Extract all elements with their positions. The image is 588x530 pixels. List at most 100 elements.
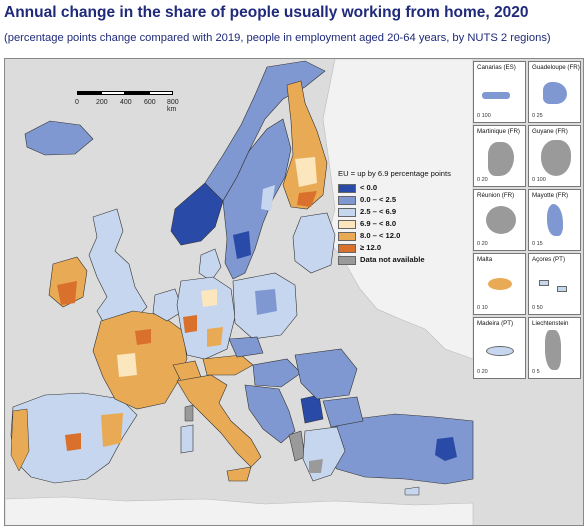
scale-segment bbox=[149, 91, 173, 95]
inset-malta: Malta 0 10 bbox=[473, 253, 526, 315]
legend-label: Data not available bbox=[360, 255, 425, 264]
scale-tick: 200 bbox=[96, 99, 108, 106]
inset-canarias: Canarias (ES) 0 100 bbox=[473, 61, 526, 123]
inset-madeira: Madeira (PT) 0 20 bbox=[473, 317, 526, 379]
inset-liechtenstein: Liechtenstein 0 5 bbox=[528, 317, 581, 379]
land-ireland-south bbox=[57, 281, 77, 305]
legend-label: ≥ 12.0 bbox=[360, 243, 382, 252]
legend-swatch bbox=[338, 243, 356, 253]
legend-item: 0.0 – < 2.5 bbox=[338, 195, 473, 205]
land-corsica bbox=[184, 404, 194, 422]
inset-scale: 0 100 bbox=[532, 177, 546, 183]
inset-region bbox=[557, 286, 567, 292]
scale-tick: 400 bbox=[120, 99, 132, 106]
scale-tick: 600 bbox=[144, 99, 156, 106]
inset-region bbox=[488, 142, 514, 176]
inset-region bbox=[488, 278, 512, 290]
europe-map: 0 200 400 600 800 km EU = up by 6.9 perc… bbox=[4, 58, 584, 526]
inset-scale: 0 100 bbox=[477, 113, 491, 119]
inset-scale: 0 20 bbox=[477, 241, 488, 247]
land-czechia bbox=[228, 336, 264, 358]
land-finland-south bbox=[297, 191, 317, 207]
land-germany-a bbox=[183, 315, 197, 333]
inset-mayotte: Mayotte (FR) 0 15 bbox=[528, 189, 581, 251]
inset-scale: 0 20 bbox=[477, 177, 488, 183]
land-finland-center bbox=[295, 157, 317, 187]
land-greece-na bbox=[309, 459, 323, 473]
inset-region bbox=[486, 346, 514, 356]
land-france bbox=[92, 310, 188, 410]
inset-label: Guyane (FR) bbox=[532, 128, 568, 135]
legend-label: < 0.0 bbox=[360, 183, 378, 192]
legend-item: 6.9 – < 8.0 bbox=[338, 219, 473, 229]
map-title: Annual change in the share of people usu… bbox=[4, 4, 529, 21]
inset-label: Canarias (ES) bbox=[477, 64, 516, 71]
land-turkey-dark bbox=[435, 437, 457, 461]
inset-label: Madeira (PT) bbox=[477, 320, 514, 327]
land-denmark bbox=[198, 248, 222, 282]
map-legend: EU = up by 6.9 percentage points < 0.0 0… bbox=[338, 169, 473, 267]
land-portugal bbox=[10, 408, 30, 472]
map-canvas bbox=[5, 59, 474, 525]
inset-label: Réunion (FR) bbox=[477, 192, 515, 199]
land-france-center bbox=[117, 353, 137, 377]
inset-reunion: Réunion (FR) 0 20 bbox=[473, 189, 526, 251]
inset-label: Martinique (FR) bbox=[477, 128, 520, 135]
map-subtitle: (percentage points change compared with … bbox=[4, 32, 551, 44]
land-poland-dark bbox=[255, 289, 277, 315]
inset-scale: 0 5 bbox=[532, 369, 540, 375]
inset-region bbox=[482, 92, 510, 99]
legend-swatch bbox=[338, 231, 356, 241]
land-bulgaria bbox=[322, 396, 364, 428]
scale-segment bbox=[125, 91, 149, 95]
inset-guadeloupe: Guadeloupe (FR) 0 25 bbox=[528, 61, 581, 123]
land-uk bbox=[88, 208, 148, 326]
inset-scale: 0 20 bbox=[477, 369, 488, 375]
inset-martinique: Martinique (FR) 0 20 bbox=[473, 125, 526, 187]
legend-item: < 0.0 bbox=[338, 183, 473, 193]
legend-label: 8.0 – < 12.0 bbox=[360, 231, 401, 240]
legend-swatch bbox=[338, 183, 356, 193]
scale-segment bbox=[77, 91, 101, 95]
inset-label: Liechtenstein bbox=[532, 320, 569, 327]
land-austria bbox=[202, 354, 254, 376]
inset-region bbox=[543, 82, 567, 104]
land-iceland bbox=[24, 120, 94, 156]
legend-swatch bbox=[338, 207, 356, 217]
scale-tick: 800 km bbox=[167, 99, 179, 113]
land-cyprus bbox=[404, 486, 420, 496]
land-baltics bbox=[292, 212, 336, 274]
land-italy bbox=[176, 374, 262, 468]
inset-region bbox=[541, 140, 571, 176]
land-norway-south bbox=[170, 182, 224, 246]
legend-swatch bbox=[338, 195, 356, 205]
inset-scale: 0 10 bbox=[477, 305, 488, 311]
land-serbia bbox=[300, 394, 324, 424]
legend-header: EU = up by 6.9 percentage points bbox=[338, 169, 451, 178]
land-hungary bbox=[252, 358, 302, 388]
land-sicily bbox=[226, 466, 252, 482]
inset-scale: 0 50 bbox=[532, 305, 543, 311]
land-germany-c bbox=[201, 289, 217, 307]
legend-swatch bbox=[338, 219, 356, 229]
land-balkans-west bbox=[244, 384, 296, 444]
inset-region bbox=[547, 204, 563, 236]
land-sardinia bbox=[180, 424, 194, 454]
land-france-paris bbox=[135, 329, 151, 345]
land-sweden-south bbox=[233, 231, 251, 259]
land-africa bbox=[5, 496, 474, 525]
inset-guyane: Guyane (FR) 0 100 bbox=[528, 125, 581, 187]
legend-label: 0.0 – < 2.5 bbox=[360, 195, 397, 204]
legend-item: Data not available bbox=[338, 255, 473, 265]
legend-item: 8.0 – < 12.0 bbox=[338, 231, 473, 241]
inset-scale: 0 25 bbox=[532, 113, 543, 119]
inset-label: Malta bbox=[477, 256, 493, 263]
legend-item: 2.5 – < 6.9 bbox=[338, 207, 473, 217]
land-ireland bbox=[48, 256, 88, 308]
land-sweden-east bbox=[261, 185, 275, 211]
inset-region bbox=[545, 330, 561, 370]
inset-label: Açores (PT) bbox=[532, 256, 566, 263]
land-germany-b bbox=[207, 327, 223, 347]
legend-label: 6.9 – < 8.0 bbox=[360, 219, 397, 228]
inset-acores: Açores (PT) 0 50 bbox=[528, 253, 581, 315]
